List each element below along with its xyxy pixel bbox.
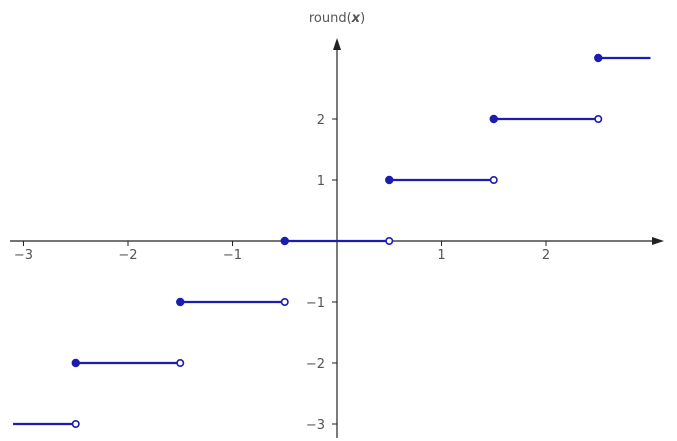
y-tick-label: −2 — [306, 357, 325, 372]
x-axis-arrow — [652, 237, 664, 245]
x-tick-label: 2 — [542, 248, 550, 263]
y-tick-label: −1 — [306, 296, 325, 311]
x-tick-label: 1 — [437, 248, 445, 263]
open-endpoint — [176, 358, 185, 367]
closed-endpoint — [176, 297, 185, 307]
step-series — [13, 53, 651, 428]
closed-endpoint — [385, 175, 394, 185]
x-tick-label: −3 — [14, 248, 33, 263]
x-tick-label: −1 — [223, 248, 242, 263]
open-endpoint — [385, 237, 394, 246]
closed-endpoint — [489, 114, 498, 124]
x-tick-label: −2 — [118, 248, 137, 263]
open-endpoint — [594, 115, 603, 124]
y-axis-label: round(x) — [309, 11, 365, 26]
open-endpoint — [280, 297, 289, 306]
closed-endpoint — [71, 358, 80, 368]
axes: −3 −2 −1 1 2 2 1 −1 −2 −3 — [10, 38, 664, 438]
y-tick-label: 2 — [317, 113, 325, 128]
closed-endpoint — [594, 53, 603, 63]
open-endpoint — [71, 419, 80, 428]
y-axis-arrow — [333, 38, 341, 50]
open-endpoint — [489, 176, 498, 185]
closed-endpoint — [280, 236, 289, 246]
y-tick-label: 1 — [317, 174, 325, 189]
y-tick-label: −3 — [306, 418, 325, 433]
